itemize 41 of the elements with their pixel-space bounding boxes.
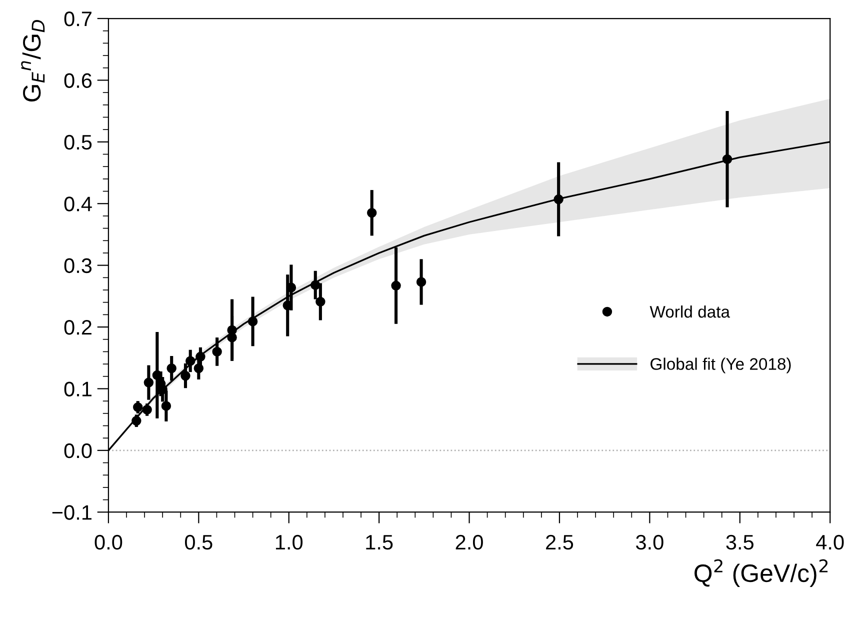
x-tick-label: 1.0 [276,534,303,550]
y-tick-label: 0.4 [64,196,92,212]
point [722,154,732,164]
point [186,356,196,366]
x-tick-label: 1.5 [366,535,393,550]
point [316,296,326,307]
point [248,316,258,326]
y-tick-label: 0.0 [64,443,92,458]
y-tick-label: 0.5 [64,134,92,150]
x-tick-label: 3.0 [636,534,664,550]
point [180,370,190,381]
y-axis-title: G$_{E}$$^{n}$/G$_{D}$ [21,20,45,102]
y-tick-label: −0.1 [52,505,92,520]
y-tick-label: 0.1 [64,382,92,396]
point [416,277,426,287]
y-tick-label: 0.3 [64,258,92,274]
legend-label: World data [650,305,730,318]
point [161,401,172,411]
x-tick-label: 2.0 [456,534,483,550]
legend-label: Global fit (Ye 2018) [650,358,791,374]
y-tick-label: 0.6 [64,73,92,88]
point [144,378,154,388]
x-tick-label: 3.5 [726,534,754,550]
x-tick-label: 4.0 [816,534,844,550]
x-axis-title: Q$^{2}$ (GeV/c)$^{2}$ [694,559,828,588]
point [158,384,168,394]
point [286,282,296,292]
point [310,280,320,290]
x-tick-label: 0.0 [94,534,122,550]
x-tick-label: 2.5 [546,534,574,550]
point [212,346,222,357]
point [166,363,176,374]
point [227,332,237,342]
point [391,280,401,291]
point [196,352,206,362]
y-tick-label: 0.7 [64,12,92,26]
x-tick-label: 0.5 [184,534,212,550]
point [554,194,564,204]
y-tick-label: 0.2 [64,320,92,335]
point [194,363,204,374]
point [366,208,377,218]
